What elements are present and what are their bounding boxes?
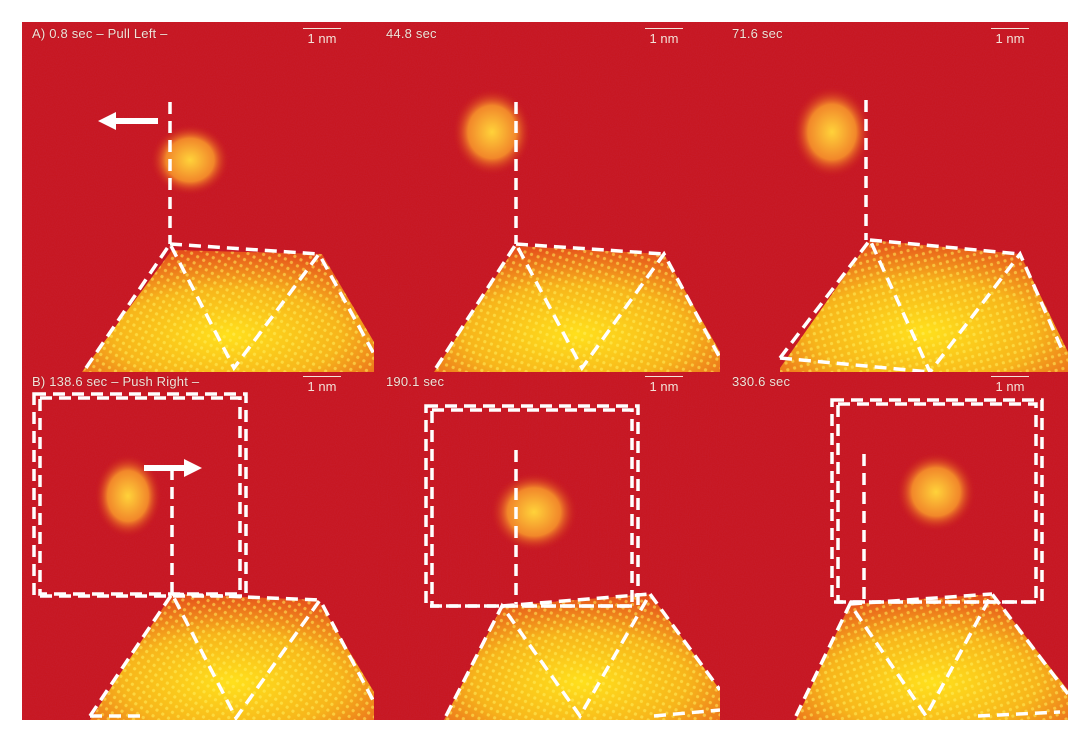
scale-line (991, 28, 1029, 29)
panel-a-2-scalebar: 1 nm (636, 28, 692, 46)
panel-a-3-image (720, 22, 1068, 372)
panel-b-2-scalebar: 1 nm (636, 376, 692, 394)
scalebar-label: 1 nm (995, 31, 1025, 46)
panel-a-1-scalebar: 1 nm (294, 28, 350, 46)
scale-line (303, 28, 341, 29)
scalebar-label: 1 nm (307, 379, 337, 394)
panel-b-3-scalebar: 1 nm (982, 376, 1038, 394)
panel-b-1-image (22, 372, 374, 720)
panel-b-2: 190.1 sec 1 nm (374, 372, 720, 720)
panel-a-3-scalebar: 1 nm (982, 28, 1038, 46)
panel-a-1: A) 0.8 sec – Pull Left – 1 nm (22, 22, 374, 372)
panel-a-1-image (22, 22, 374, 372)
panel-a-3: 71.6 sec 1 nm (720, 22, 1068, 372)
panel-b-1-scalebar: 1 nm (294, 376, 350, 394)
panel-a-3-caption: 71.6 sec (732, 26, 783, 41)
scalebar-label: 1 nm (649, 31, 679, 46)
panel-b-1: B) 138.6 sec – Push Right – 1 nm (22, 372, 374, 720)
scale-line (645, 28, 683, 29)
scalebar-label: 1 nm (995, 379, 1025, 394)
panel-b-3-caption: 330.6 sec (732, 374, 791, 389)
scale-line (645, 376, 683, 377)
panel-b-1-caption: B) 138.6 sec – Push Right – (32, 374, 200, 389)
scalebar-label: 1 nm (649, 379, 679, 394)
panel-b-3: 330.6 sec 1 nm (720, 372, 1068, 720)
panel-a-2-image (374, 22, 720, 372)
panel-a-1-caption: A) 0.8 sec – Pull Left – (32, 26, 168, 41)
panel-a-2: 44.8 sec 1 nm (374, 22, 720, 372)
scale-line (303, 376, 341, 377)
panel-a-2-caption: 44.8 sec (386, 26, 437, 41)
panel-b-2-image (374, 372, 720, 720)
panel-b-3-image (720, 372, 1068, 720)
scalebar-label: 1 nm (307, 31, 337, 46)
scale-line (991, 376, 1029, 377)
panel-b-2-caption: 190.1 sec (386, 374, 445, 389)
